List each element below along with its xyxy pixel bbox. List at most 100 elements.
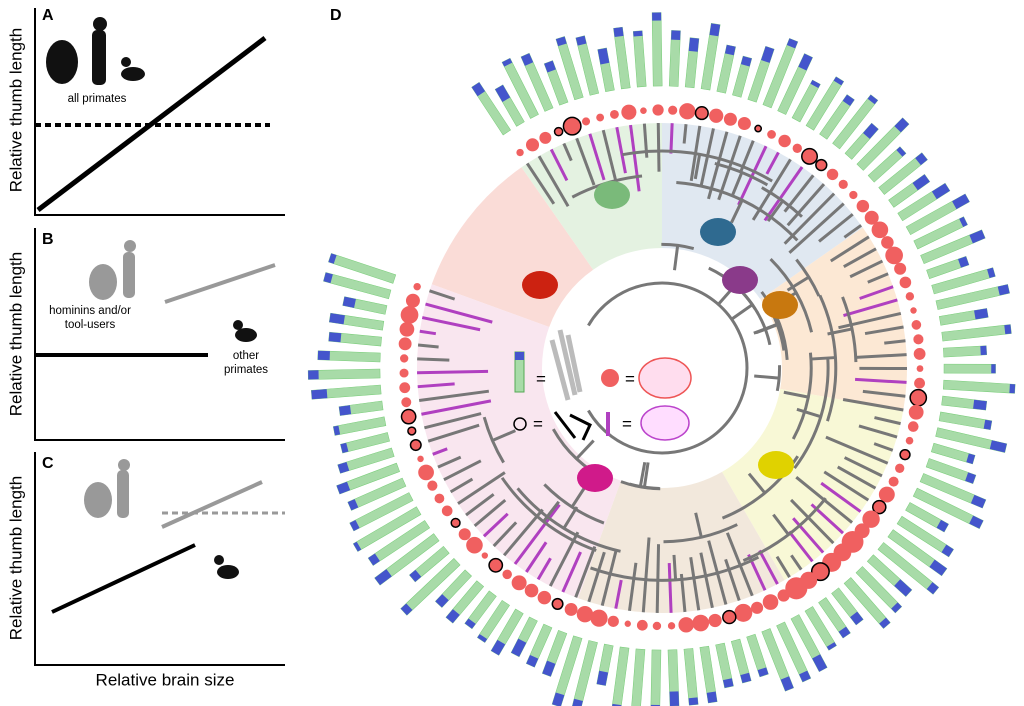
branch <box>823 470 870 502</box>
branch <box>457 471 506 505</box>
branch <box>884 339 906 345</box>
branch <box>417 382 455 389</box>
brain-dot <box>400 306 419 324</box>
branch <box>562 506 579 530</box>
brain-dot <box>737 116 751 131</box>
branch <box>790 498 835 545</box>
branch <box>419 329 437 336</box>
thumb-tip <box>652 12 662 21</box>
thumb-bar <box>307 368 381 380</box>
brain-dot <box>878 486 895 503</box>
silhouette <box>233 320 257 342</box>
brain-dot <box>450 517 461 528</box>
thumb-tip <box>435 594 449 608</box>
thumb-tip <box>842 94 855 106</box>
brain-dot <box>502 569 512 580</box>
thumb-tip <box>368 553 380 566</box>
brain-dot <box>709 108 724 123</box>
thumb-tip <box>333 425 341 436</box>
branch <box>673 245 680 271</box>
thumb-tip <box>965 472 976 484</box>
thumb-tip <box>915 152 928 166</box>
brain-dot <box>856 199 870 213</box>
thumb-tip <box>740 672 752 684</box>
branch <box>783 390 809 399</box>
thumb-tip <box>464 618 476 629</box>
brain-dot <box>525 138 540 152</box>
branch <box>570 485 587 508</box>
branch <box>482 512 509 538</box>
thumb-bar <box>941 324 1012 342</box>
brain-dot <box>466 536 483 554</box>
brain-dot <box>678 617 694 633</box>
branch <box>810 356 836 361</box>
thumb-tip <box>520 53 534 66</box>
brain-dot <box>708 613 722 628</box>
thumb-bar <box>943 345 988 358</box>
branch <box>492 521 518 548</box>
thumb-bar <box>912 487 984 529</box>
thumb-tip <box>812 654 828 672</box>
branch <box>796 407 822 419</box>
brain-dot <box>754 124 763 133</box>
thumb-tip <box>863 123 879 139</box>
thumb-bar <box>650 649 662 706</box>
thumb-tip <box>786 38 798 49</box>
thumb-tip <box>502 58 513 67</box>
brain-dot <box>640 107 647 114</box>
y-axis-label: Relative thumb length <box>6 28 25 192</box>
thumb-tip <box>471 82 486 97</box>
brain-dot <box>778 134 791 148</box>
legend-bar-tip <box>515 352 524 360</box>
brain-dot <box>488 557 504 573</box>
thumb-tip <box>338 405 352 416</box>
branch <box>682 124 688 144</box>
branch <box>575 137 596 186</box>
branch <box>425 302 493 324</box>
brain-dot <box>864 210 879 225</box>
branch <box>849 259 884 279</box>
branch <box>549 148 569 182</box>
brain-dot <box>652 621 662 631</box>
brain-dot <box>785 577 808 600</box>
thumb-tip <box>311 389 328 400</box>
branch <box>672 554 678 580</box>
thumb-tip <box>688 37 699 52</box>
brain-dot <box>895 463 905 473</box>
panel-letter: C <box>42 455 54 472</box>
branch <box>614 579 623 609</box>
thumb-tip <box>669 691 680 706</box>
thumb-tip <box>970 494 986 509</box>
thumb-tip <box>896 146 906 157</box>
brain-dot <box>564 603 578 616</box>
branch <box>525 162 556 205</box>
branch <box>838 311 902 330</box>
thumb-tip <box>596 670 609 686</box>
brain-dot <box>916 365 924 372</box>
thumb-tip <box>340 442 349 454</box>
brain-dot <box>905 292 915 301</box>
axes <box>34 8 285 216</box>
brain-dot <box>905 436 914 445</box>
brain-dot <box>398 337 412 351</box>
panel-d: D = = = = <box>307 7 1016 706</box>
thumb-tip <box>973 399 987 411</box>
thumb-tip <box>966 453 976 464</box>
branch <box>417 357 450 362</box>
thumb-bar <box>943 363 996 374</box>
thumb-tip <box>445 609 460 624</box>
branch <box>437 455 462 469</box>
tool-user-line <box>161 480 263 529</box>
brain-dot <box>621 104 637 120</box>
axes <box>34 452 285 666</box>
branch <box>421 399 492 416</box>
brain-dot <box>694 106 709 121</box>
brain-dot <box>908 404 924 420</box>
branch <box>561 551 582 593</box>
branch <box>792 517 825 554</box>
thumb-tip <box>308 370 319 380</box>
thumb-tip <box>740 56 752 67</box>
brain-dot <box>872 499 887 515</box>
thumb-tip <box>349 519 360 531</box>
thumb-tip <box>891 602 902 613</box>
